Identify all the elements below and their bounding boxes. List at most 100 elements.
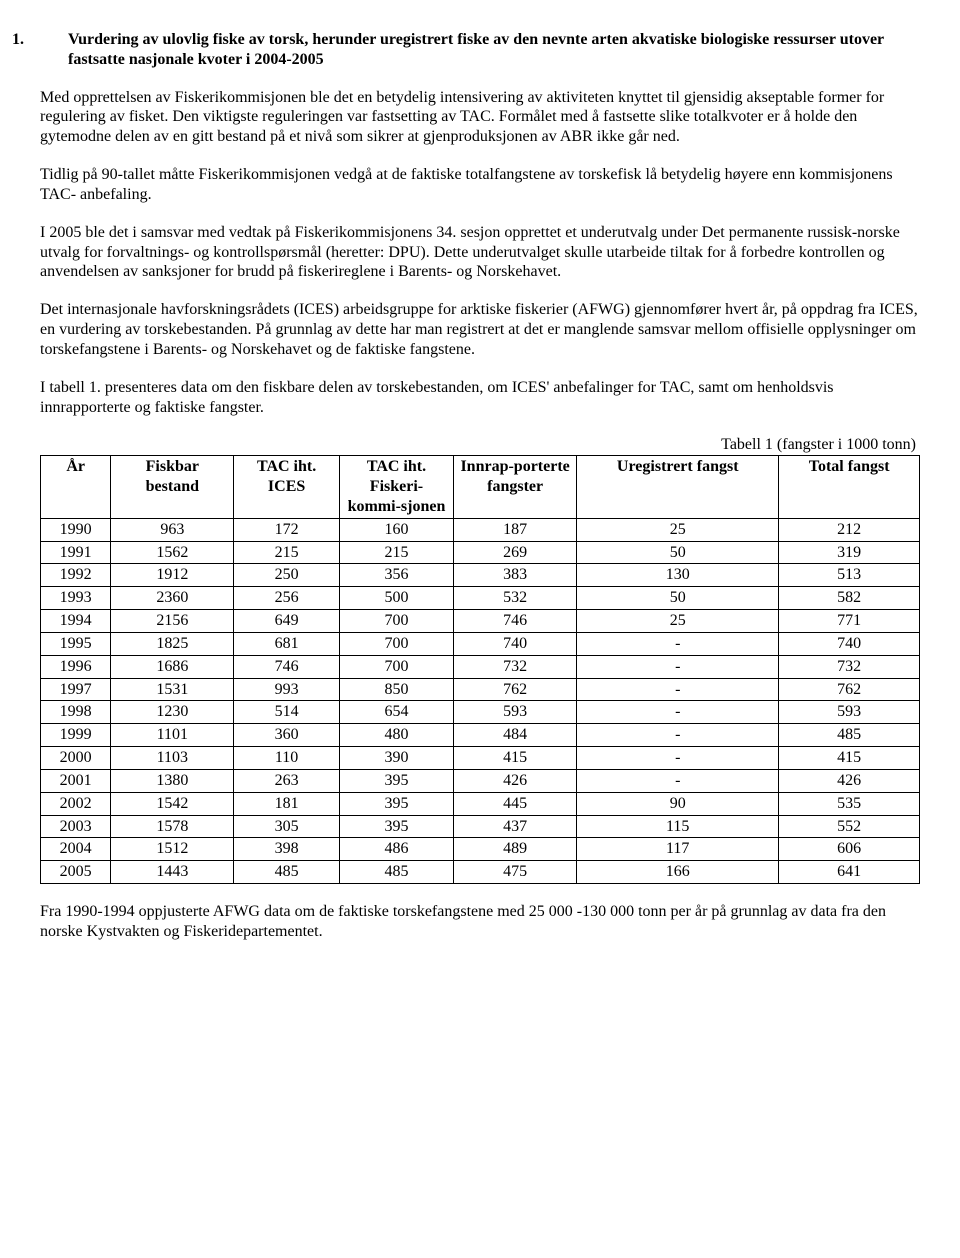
table-cell: 740 xyxy=(454,632,577,655)
table-cell: 654 xyxy=(339,701,453,724)
table-row: 20041512398486489117606 xyxy=(41,838,920,861)
table-cell: 593 xyxy=(454,701,577,724)
table-cell: 485 xyxy=(779,724,920,747)
table-cell: - xyxy=(577,769,779,792)
table-cell: 513 xyxy=(779,564,920,587)
section-heading: 1.Vurdering av ulovlig fiske av torsk, h… xyxy=(40,30,920,70)
table-cell: 606 xyxy=(779,838,920,861)
table-cell: 1998 xyxy=(41,701,111,724)
table-cell: 700 xyxy=(339,655,453,678)
table-cell: 215 xyxy=(234,541,339,564)
table-cell: 1380 xyxy=(111,769,234,792)
table-cell: 319 xyxy=(779,541,920,564)
table-cell: 850 xyxy=(339,678,453,701)
table-cell: 395 xyxy=(339,792,453,815)
table-cell: 160 xyxy=(339,518,453,541)
table-cell: 1686 xyxy=(111,655,234,678)
table-cell: 390 xyxy=(339,747,453,770)
table-cell: 700 xyxy=(339,632,453,655)
table-cell: 50 xyxy=(577,587,779,610)
table-cell: 475 xyxy=(454,861,577,884)
table-cell: 90 xyxy=(577,792,779,815)
paragraph: Tidlig på 90-tallet måtte Fiskerikommisj… xyxy=(40,165,920,205)
table-header-cell: TAC iht. ICES xyxy=(234,456,339,518)
heading-number: 1. xyxy=(40,30,68,50)
table-cell: 395 xyxy=(339,769,453,792)
table-cell: 485 xyxy=(234,861,339,884)
table-cell: 2360 xyxy=(111,587,234,610)
table-row: 20031578305395437115552 xyxy=(41,815,920,838)
table-cell: 732 xyxy=(779,655,920,678)
table-cell: 486 xyxy=(339,838,453,861)
table-cell: 187 xyxy=(454,518,577,541)
table-cell: 963 xyxy=(111,518,234,541)
table-cell: 110 xyxy=(234,747,339,770)
data-table: ÅrFiskbar bestandTAC iht. ICESTAC iht. F… xyxy=(40,455,920,884)
table-cell: 681 xyxy=(234,632,339,655)
table-cell: 700 xyxy=(339,610,453,633)
table-cell: 415 xyxy=(454,747,577,770)
table-row: 19961686746700732-732 xyxy=(41,655,920,678)
table-cell: 256 xyxy=(234,587,339,610)
paragraph: I tabell 1. presenteres data om den fisk… xyxy=(40,378,920,418)
table-row: 19921912250356383130513 xyxy=(41,564,920,587)
table-cell: 2156 xyxy=(111,610,234,633)
table-cell: 1578 xyxy=(111,815,234,838)
table-cell: 426 xyxy=(779,769,920,792)
table-cell: 1996 xyxy=(41,655,111,678)
table-header-cell: Uregistrert fangst xyxy=(577,456,779,518)
table-cell: 1912 xyxy=(111,564,234,587)
table-cell: 1994 xyxy=(41,610,111,633)
table-header-row: ÅrFiskbar bestandTAC iht. ICESTAC iht. F… xyxy=(41,456,920,518)
table-cell: 2003 xyxy=(41,815,111,838)
table-cell: - xyxy=(577,701,779,724)
table-cell: 1512 xyxy=(111,838,234,861)
table-cell: 552 xyxy=(779,815,920,838)
table-cell: 1999 xyxy=(41,724,111,747)
table-cell: 489 xyxy=(454,838,577,861)
table-cell: 1230 xyxy=(111,701,234,724)
table-cell: 1990 xyxy=(41,518,111,541)
table-cell: 762 xyxy=(779,678,920,701)
table-cell: 250 xyxy=(234,564,339,587)
footer-paragraph: Fra 1990-1994 oppjusterte AFWG data om d… xyxy=(40,902,920,942)
table-row: 1991156221521526950319 xyxy=(41,541,920,564)
table-cell: 1103 xyxy=(111,747,234,770)
table-cell: 181 xyxy=(234,792,339,815)
table-cell: 445 xyxy=(454,792,577,815)
table-row: 19951825681700740-740 xyxy=(41,632,920,655)
table-cell: 641 xyxy=(779,861,920,884)
table-cell: 2001 xyxy=(41,769,111,792)
table-cell: - xyxy=(577,655,779,678)
table-cell: 115 xyxy=(577,815,779,838)
table-cell: 426 xyxy=(454,769,577,792)
table-row: 20011380263395426-426 xyxy=(41,769,920,792)
heading-text: Vurdering av ulovlig fiske av torsk, her… xyxy=(68,31,884,68)
table-cell: 480 xyxy=(339,724,453,747)
table-cell: 1992 xyxy=(41,564,111,587)
table-cell: 1101 xyxy=(111,724,234,747)
table-cell: 2005 xyxy=(41,861,111,884)
table-cell: 535 xyxy=(779,792,920,815)
table-cell: 25 xyxy=(577,518,779,541)
table-cell: 762 xyxy=(454,678,577,701)
table-row: 1994215664970074625771 xyxy=(41,610,920,633)
table-cell: 263 xyxy=(234,769,339,792)
table-cell: - xyxy=(577,678,779,701)
table-cell: 50 xyxy=(577,541,779,564)
table-row: 199096317216018725212 xyxy=(41,518,920,541)
table-cell: 360 xyxy=(234,724,339,747)
table-cell: 212 xyxy=(779,518,920,541)
paragraph: I 2005 ble det i samsvar med vedtak på F… xyxy=(40,223,920,282)
table-cell: 1993 xyxy=(41,587,111,610)
table-body: 1990963172160187252121991156221521526950… xyxy=(41,518,920,883)
table-cell: 1542 xyxy=(111,792,234,815)
table-cell: 117 xyxy=(577,838,779,861)
table-cell: 415 xyxy=(779,747,920,770)
table-cell: 437 xyxy=(454,815,577,838)
table-row: 19981230514654593-593 xyxy=(41,701,920,724)
table-cell: 130 xyxy=(577,564,779,587)
table-cell: - xyxy=(577,747,779,770)
table-header-cell: TAC iht. Fiskeri-kommi-sjonen xyxy=(339,456,453,518)
table-cell: 1531 xyxy=(111,678,234,701)
